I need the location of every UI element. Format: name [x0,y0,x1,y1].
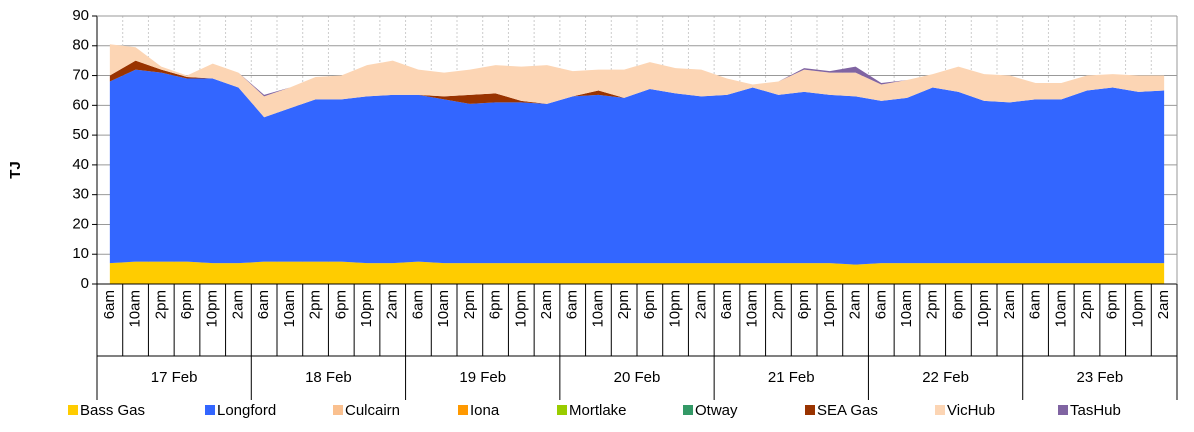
x-tick-label: 2am [384,290,401,319]
group-label: 17 Feb [151,369,198,386]
legend-swatch [1058,405,1068,415]
y-tick-label: 90 [72,7,89,24]
x-tick-label: 10am [589,290,606,328]
x-tick-label: 2am [1155,290,1172,319]
x-tick-label: 6am [409,290,426,319]
legend-swatch [458,405,468,415]
x-tick-label: 10pm [204,290,221,328]
y-tick-label: 70 [72,67,89,84]
legend-label: Culcairn [345,402,400,419]
x-tick-label: 10pm [667,290,684,328]
group-label: 18 Feb [305,369,352,386]
x-tick-label: 10am [1052,290,1069,328]
x-tick-label: 2pm [924,290,941,319]
legend-swatch [557,405,567,415]
x-tick-label: 2pm [152,290,169,319]
x-tick-label: 10pm [975,290,992,328]
area [109,69,1165,265]
x-tick-label: 6am [564,290,581,319]
legend-label: Bass Gas [80,402,145,419]
legend-label: Iona [470,402,500,419]
x-tick-label: 2am [847,290,864,319]
x-tick-label: 6pm [332,290,349,319]
x-tick-label: 10am [127,290,144,328]
x-tick-label: 6am [872,290,889,319]
group-label: 19 Feb [459,369,506,386]
area [109,44,1165,118]
x-tick-label: 6am [718,290,735,319]
x-tick-label: 10pm [1129,290,1146,328]
x-tick-label: 2am [692,290,709,319]
x-tick-label: 6pm [641,290,658,319]
area [109,261,1165,284]
x-tick-label: 2pm [307,290,324,319]
x-tick-label: 10pm [821,290,838,328]
group-label: 20 Feb [614,369,661,386]
legend-label: SEA Gas [817,402,878,419]
y-axis-label: TJ [7,161,24,179]
y-tick-label: 10 [72,245,89,262]
y-tick-label: 40 [72,156,89,173]
group-label: 23 Feb [1077,369,1124,386]
group-label: 22 Feb [922,369,969,386]
legend-swatch [935,405,945,415]
group-label: 21 Feb [768,369,815,386]
x-tick-label: 6pm [1104,290,1121,319]
x-tick-label: 6pm [795,290,812,319]
x-tick-label: 2pm [461,290,478,319]
x-tick-label: 2pm [615,290,632,319]
x-tick-label: 10am [744,290,761,328]
x-tick-label: 6am [255,290,272,319]
legend-label: Otway [695,402,738,419]
legend-swatch [68,405,78,415]
x-tick-label: 6am [101,290,118,319]
legend-label: Longford [217,402,276,419]
y-tick-label: 80 [72,37,89,54]
axes: 0 10 20 30 40 50 60 70 80 90 6am 10am 2pm 6pm 10pm 2am 6… [72,7,1178,400]
y-tick-label: 30 [72,186,89,203]
x-tick-label: 6am [1027,290,1044,319]
x-tick-label: 6pm [949,290,966,319]
y-tick-label: 50 [72,126,89,143]
x-tick-label: 10pm [358,290,375,328]
y-tick-label: 20 [72,215,89,232]
x-tick-label: 2am [538,290,555,319]
x-tick-label: 6pm [487,290,504,319]
x-tick-label: 10am [435,290,452,328]
y-tick-label: 60 [72,96,89,113]
legend-swatch [683,405,693,415]
legend-label: Mortlake [569,402,627,419]
x-tick-label: 2pm [1078,290,1095,319]
legend-swatch [333,405,343,415]
x-tick-label: 2am [1001,290,1018,319]
x-tick-label: 2pm [769,290,786,319]
x-tick-label: 10pm [512,290,529,328]
legend-swatch [805,405,815,415]
x-tick-label: 10am [898,290,915,328]
legend-label: TasHub [1070,402,1121,419]
legend-swatch [205,405,215,415]
areas [109,44,1165,284]
y-tick-label: 0 [81,275,89,292]
x-tick-label: 10am [281,290,298,328]
x-tick-label: 6pm [178,290,195,319]
x-tick-label: 2am [229,290,246,319]
legend-label: VicHub [947,402,995,419]
